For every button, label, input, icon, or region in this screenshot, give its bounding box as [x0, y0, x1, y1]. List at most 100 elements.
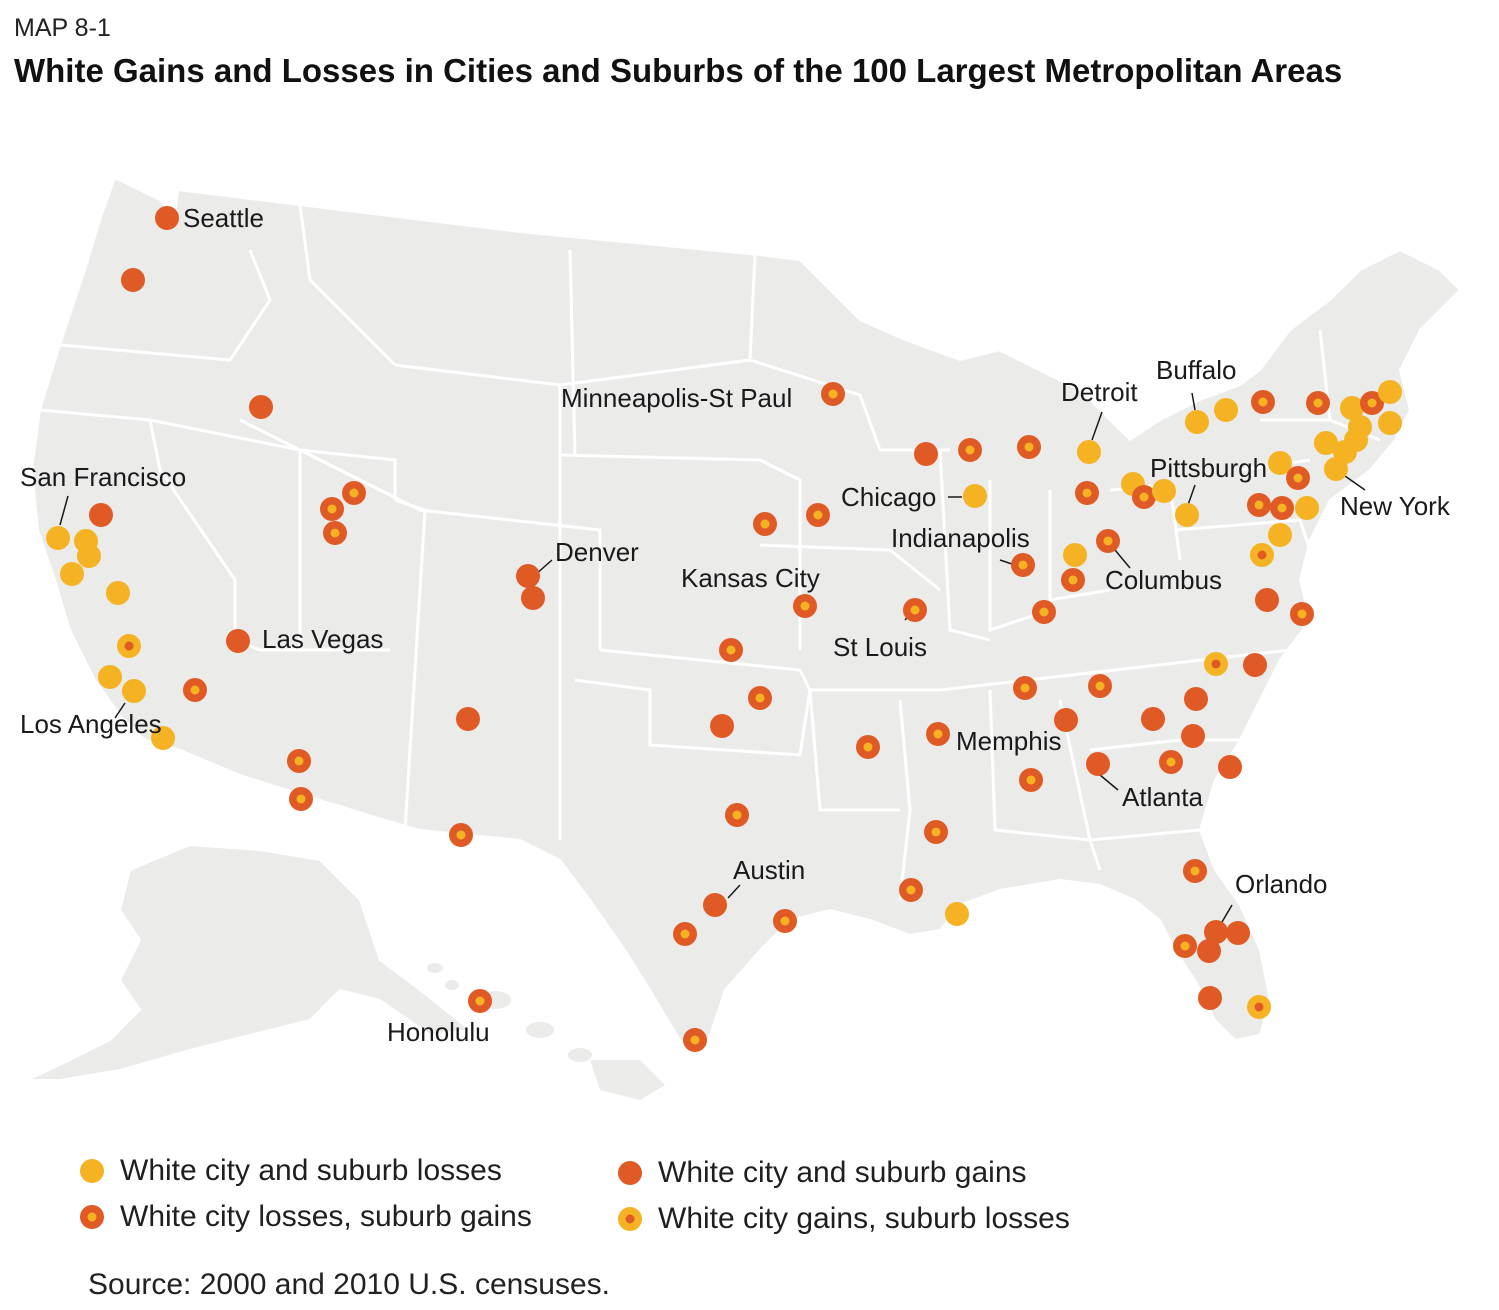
- marker-tulsa[interactable]: [748, 686, 772, 710]
- marker-provo[interactable]: [323, 521, 347, 545]
- marker-chattanooga[interactable]: [1054, 708, 1078, 732]
- marker-knoxville[interactable]: [1088, 674, 1112, 698]
- marker-memphis[interactable]: [926, 722, 950, 746]
- marker-albany[interactable]: [1306, 391, 1330, 415]
- marker-omaha[interactable]: [753, 512, 777, 536]
- marker-new-haven[interactable]: [1314, 431, 1338, 455]
- marker-riverside[interactable]: [183, 678, 207, 702]
- map-title: White Gains and Losses in Cities and Sub…: [14, 52, 1343, 89]
- marker-portland[interactable]: [121, 268, 145, 292]
- marker-san-francisco[interactable]: [46, 526, 70, 550]
- marker-virginia-beach[interactable]: [1290, 602, 1314, 626]
- marker-seattle[interactable]: [155, 206, 179, 230]
- marker-cincinnati[interactable]: [1061, 568, 1085, 592]
- marker-nashville[interactable]: [1013, 676, 1037, 700]
- marker-jackson[interactable]: [924, 820, 948, 844]
- marker-tampa[interactable]: [1173, 934, 1197, 958]
- marker-columbus[interactable]: [1096, 529, 1120, 553]
- marker-bakersfield[interactable]: [117, 634, 141, 658]
- marker-dayton[interactable]: [1063, 543, 1087, 567]
- marker-baltimore[interactable]: [1268, 523, 1292, 547]
- marker-providence[interactable]: [1378, 411, 1402, 435]
- marker-toledo[interactable]: [1075, 481, 1099, 505]
- marker-augusta[interactable]: [1159, 750, 1183, 774]
- marker-jacksonville[interactable]: [1183, 859, 1207, 883]
- marker-grand-rapids[interactable]: [1017, 435, 1041, 459]
- marker-boise[interactable]: [249, 395, 273, 419]
- marker-madison[interactable]: [914, 442, 938, 466]
- marker-rochester[interactable]: [1214, 398, 1238, 422]
- marker-tucson[interactable]: [289, 787, 313, 811]
- marker-minneapolis[interactable]: [821, 382, 845, 406]
- marker-portland-me[interactable]: [1378, 380, 1402, 404]
- marker-el-paso[interactable]: [449, 823, 473, 847]
- marker-louisville[interactable]: [1032, 600, 1056, 624]
- marker-birmingham[interactable]: [1019, 768, 1043, 792]
- label-atlanta: Atlanta: [1122, 782, 1203, 812]
- marker-austin[interactable]: [703, 893, 727, 917]
- marker-harrisburg[interactable]: [1247, 493, 1271, 517]
- marker-los-angeles[interactable]: [122, 679, 146, 703]
- marker-mcallen[interactable]: [683, 1028, 707, 1052]
- marker-boston[interactable]: [1360, 391, 1384, 415]
- marker-buffalo[interactable]: [1185, 410, 1209, 434]
- marker-columbia[interactable]: [1181, 724, 1205, 748]
- marker-richmond[interactable]: [1255, 588, 1279, 612]
- marker-cape-coral[interactable]: [1198, 986, 1222, 1010]
- marker-kansas-city[interactable]: [793, 594, 817, 618]
- marker-raleigh[interactable]: [1243, 653, 1267, 677]
- marker-sacramento[interactable]: [89, 503, 113, 527]
- marker-stockton[interactable]: [77, 544, 101, 568]
- marker-fresno[interactable]: [106, 581, 130, 605]
- marker-san-antonio[interactable]: [673, 922, 697, 946]
- marker-salt-lake-city[interactable]: [320, 497, 344, 521]
- marker-honolulu[interactable]: [468, 989, 492, 1013]
- marker-chicago[interactable]: [963, 484, 987, 508]
- label-columbus: Columbus: [1105, 565, 1222, 595]
- marker-scranton[interactable]: [1268, 451, 1292, 475]
- marker-phoenix[interactable]: [287, 749, 311, 773]
- marker-denver[interactable]: [516, 564, 540, 588]
- marker-new-york[interactable]: [1324, 457, 1348, 481]
- marker-charleston[interactable]: [1218, 755, 1242, 779]
- marker-philadelphia[interactable]: [1295, 496, 1319, 520]
- marker-las-vegas[interactable]: [226, 629, 250, 653]
- marker-youngstown[interactable]: [1152, 479, 1176, 503]
- legend-both-gains: White city and suburb gains: [616, 1156, 1027, 1190]
- marker-orlando[interactable]: [1204, 920, 1228, 944]
- marker-charlotte[interactable]: [1184, 687, 1208, 711]
- marker-wichita[interactable]: [719, 638, 743, 662]
- marker-greenville[interactable]: [1141, 707, 1165, 731]
- marker-san-diego[interactable]: [151, 726, 175, 750]
- marker-worcester[interactable]: [1340, 396, 1364, 420]
- marker-washington[interactable]: [1250, 543, 1274, 567]
- label-pittsburgh: Pittsburgh: [1150, 453, 1267, 483]
- marker-san-jose[interactable]: [60, 562, 84, 586]
- marker-albuquerque[interactable]: [456, 707, 480, 731]
- marker-colorado-springs[interactable]: [521, 586, 545, 610]
- marker-lakeland[interactable]: [1197, 939, 1221, 963]
- marker-atlanta[interactable]: [1086, 752, 1110, 776]
- marker-indianapolis[interactable]: [1011, 553, 1035, 577]
- marker-houston[interactable]: [773, 909, 797, 933]
- marker-des-moines[interactable]: [806, 503, 830, 527]
- marker-greensboro[interactable]: [1204, 652, 1228, 676]
- marker-palm-bay[interactable]: [1226, 921, 1250, 945]
- marker-lancaster[interactable]: [1270, 496, 1294, 520]
- marker-dallas[interactable]: [725, 803, 749, 827]
- marker-syracuse[interactable]: [1251, 390, 1275, 414]
- marker-detroit[interactable]: [1077, 440, 1101, 464]
- marker-akron[interactable]: [1132, 485, 1156, 509]
- marker-st-louis[interactable]: [903, 598, 927, 622]
- marker-allentown[interactable]: [1286, 466, 1310, 490]
- marker-new-orleans[interactable]: [945, 902, 969, 926]
- label-seattle: Seattle: [183, 203, 264, 233]
- marker-milwaukee[interactable]: [958, 438, 982, 462]
- marker-oklahoma-city[interactable]: [710, 714, 734, 738]
- marker-oxnard[interactable]: [98, 665, 122, 689]
- marker-miami[interactable]: [1247, 995, 1271, 1019]
- marker-little-rock[interactable]: [856, 735, 880, 759]
- marker-pittsburgh[interactable]: [1175, 503, 1199, 527]
- marker-baton-rouge[interactable]: [899, 878, 923, 902]
- marker-ogden[interactable]: [342, 481, 366, 505]
